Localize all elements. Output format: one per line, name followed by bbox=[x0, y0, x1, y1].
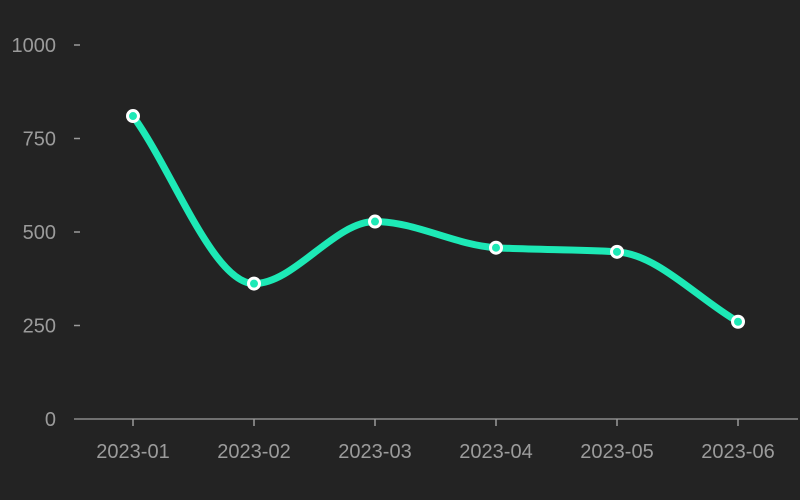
series-group bbox=[126, 109, 745, 329]
x-tick-label: 2023-05 bbox=[580, 441, 653, 463]
x-tick-label: 2023-06 bbox=[701, 441, 774, 463]
x-axis: 2023-01 2023-02 2023-03 2023-04 2023-05 2023-… bbox=[74, 418, 798, 463]
y-tick-label: 1000 bbox=[12, 35, 57, 57]
data-point[interactable] bbox=[126, 109, 140, 124]
data-point[interactable] bbox=[731, 314, 745, 329]
y-tick-label: 500 bbox=[23, 222, 56, 244]
data-point[interactable] bbox=[610, 244, 624, 259]
x-tick-label: 2023-02 bbox=[217, 441, 290, 463]
data-point[interactable] bbox=[489, 240, 503, 255]
y-tick-label: 0 bbox=[45, 409, 56, 431]
x-tick-label: 2023-04 bbox=[459, 441, 532, 463]
x-tick-label: 2023-03 bbox=[338, 441, 411, 463]
data-point[interactable] bbox=[247, 276, 261, 291]
y-tick-label: 250 bbox=[23, 316, 56, 338]
data-point[interactable] bbox=[368, 214, 382, 229]
y-axis: 0 250 500 750 1000 bbox=[12, 35, 80, 431]
series-line bbox=[129, 112, 742, 326]
y-tick-label: 750 bbox=[23, 129, 56, 151]
x-tick-label: 2023-01 bbox=[96, 441, 169, 463]
